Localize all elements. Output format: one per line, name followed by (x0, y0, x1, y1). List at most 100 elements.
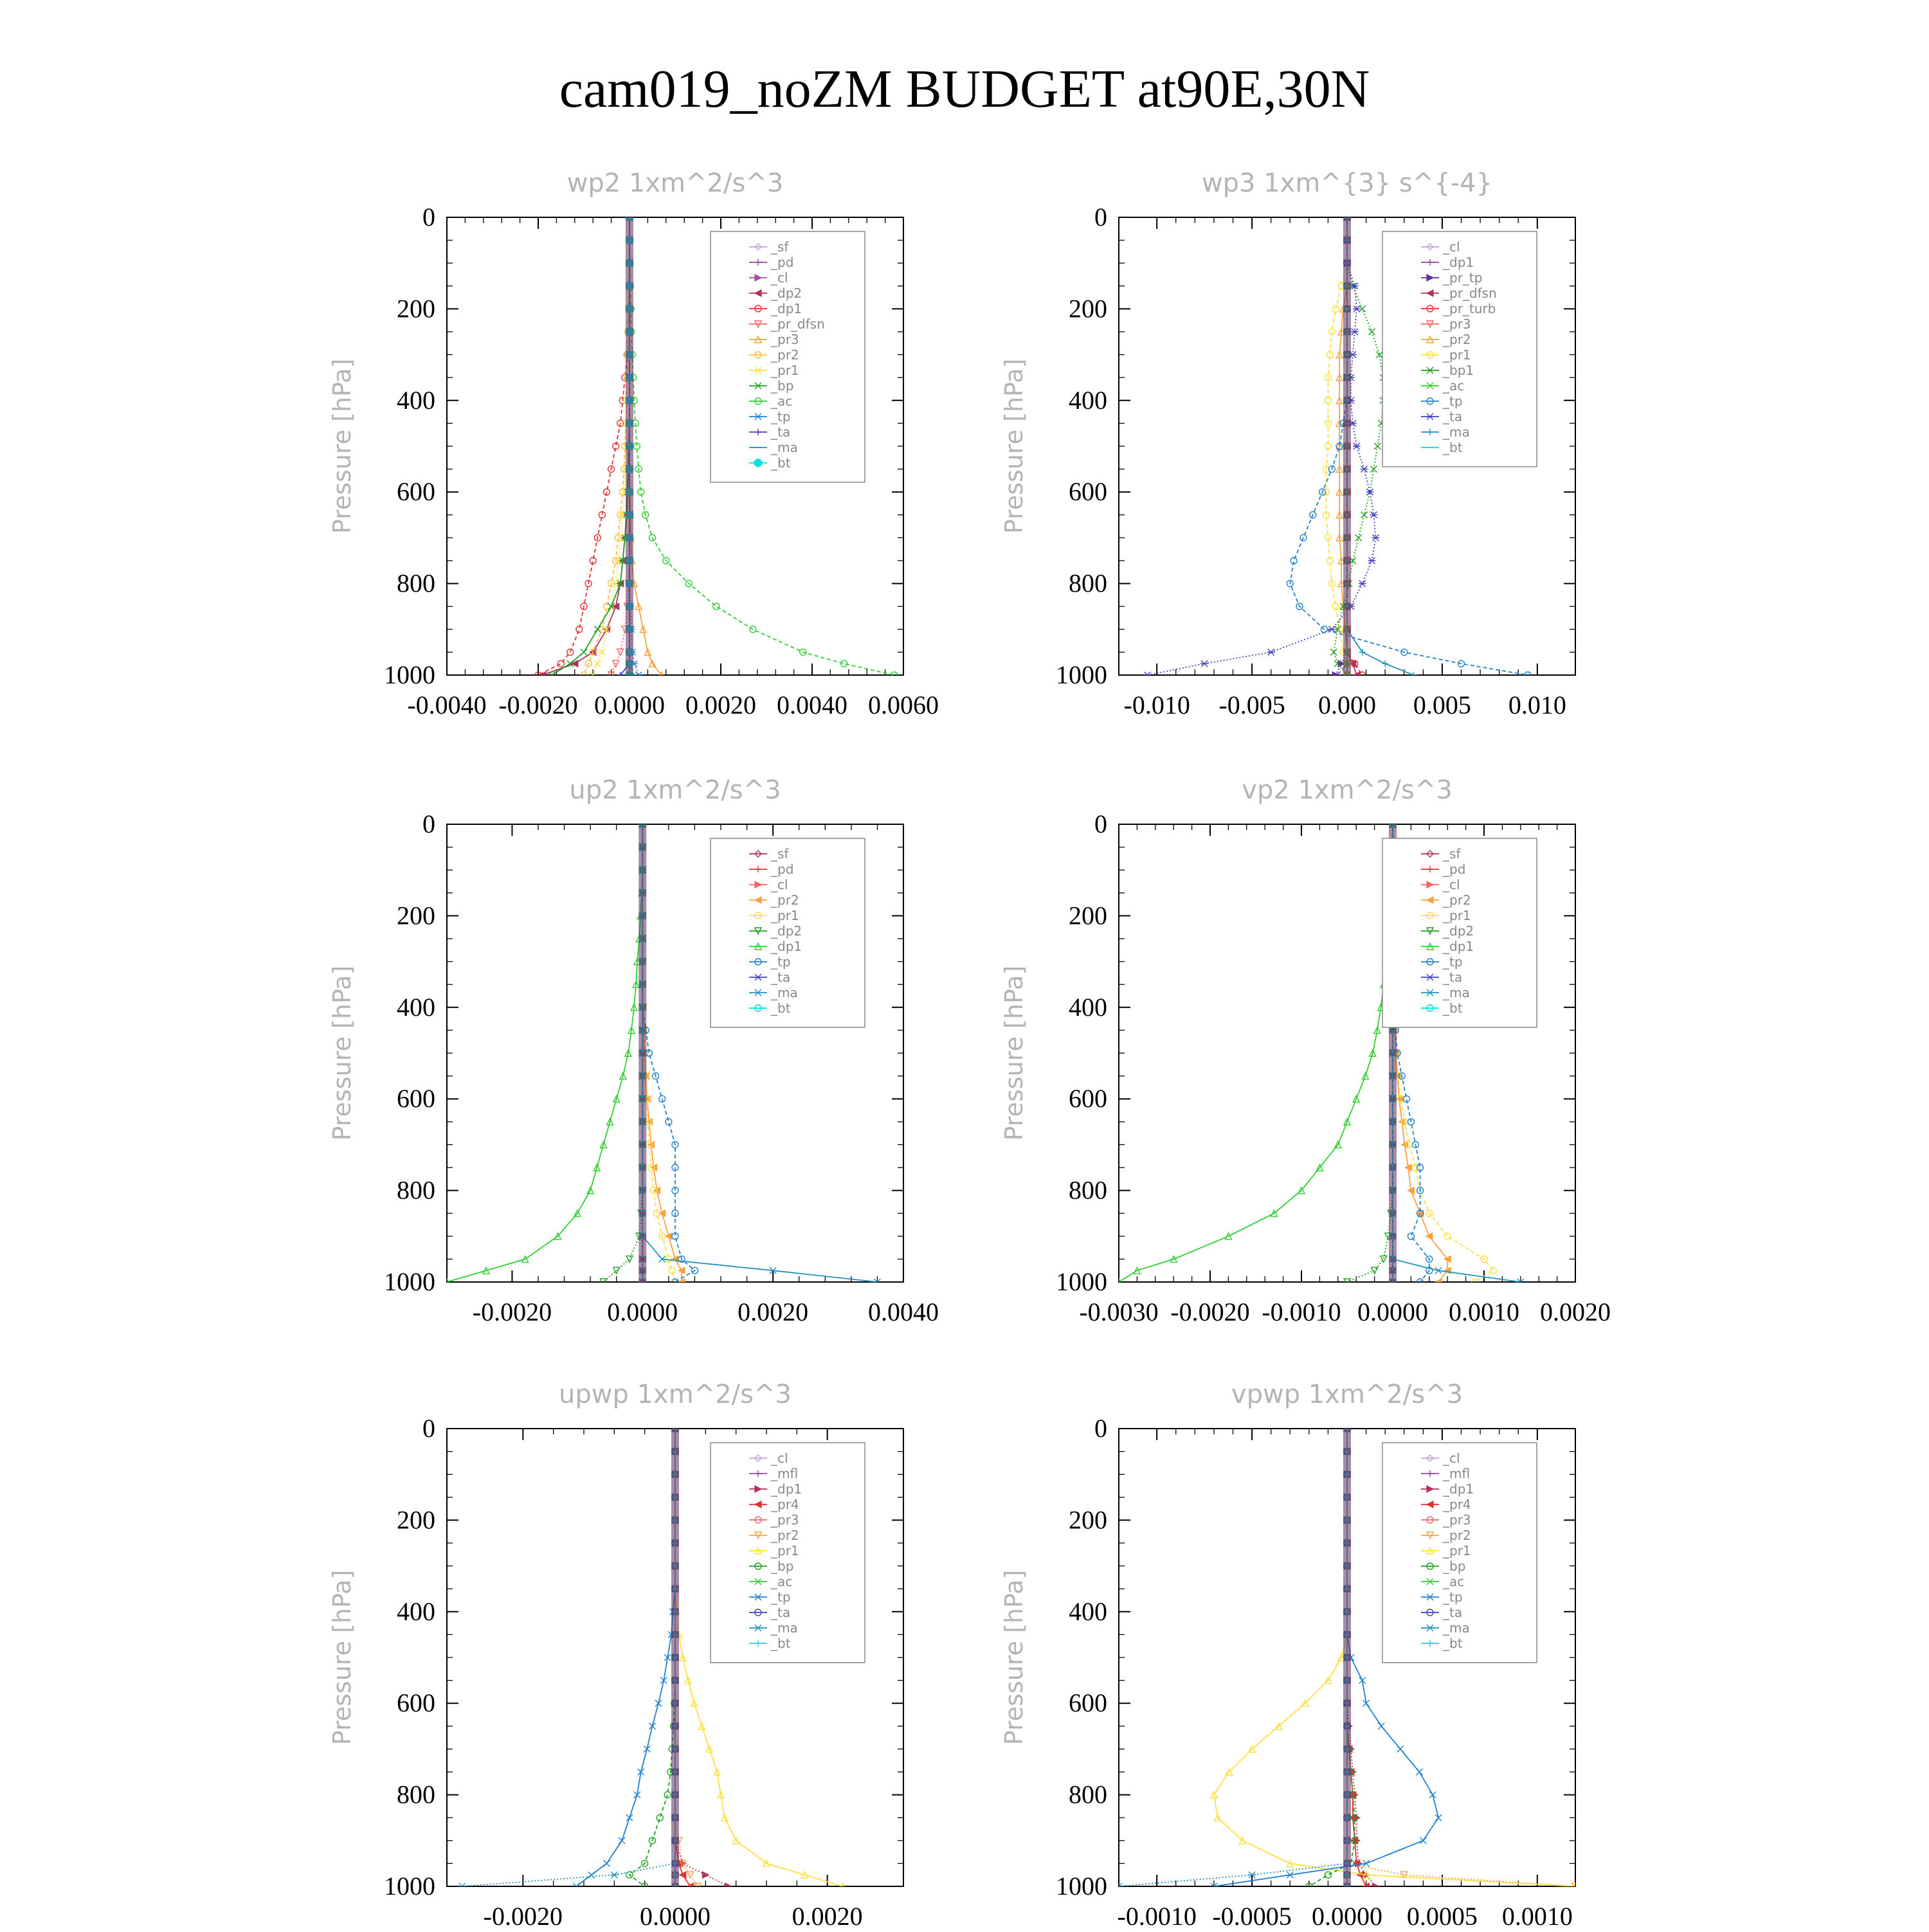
legend-marker (754, 1624, 762, 1632)
data-point (1352, 305, 1361, 312)
legend-marker (1426, 1485, 1435, 1493)
data-point (599, 1140, 608, 1149)
legend-label: _dp1 (1442, 939, 1474, 954)
data-point (593, 626, 601, 633)
data-point (639, 625, 648, 633)
x-tick-label: 0.000 (1318, 691, 1376, 719)
data-point (602, 602, 611, 610)
data-point (612, 1094, 620, 1103)
data-point (649, 1186, 658, 1195)
y-tick-label: 600 (397, 1688, 435, 1717)
data-point (1326, 350, 1334, 359)
legend-marker (1427, 1640, 1433, 1647)
legend-label: _bt (1442, 1636, 1463, 1651)
legend-marker (754, 413, 762, 420)
series-line-tp (642, 824, 696, 1282)
data-point (1350, 282, 1359, 290)
data-point (1348, 660, 1357, 668)
legend-marker (1426, 1593, 1434, 1601)
data-point (1328, 579, 1336, 588)
data-point (1517, 1278, 1525, 1282)
legend-label: _ac (770, 1574, 792, 1589)
data-point (1324, 1676, 1332, 1684)
legend-marker (754, 989, 762, 997)
y-tick-label: 800 (1069, 1176, 1107, 1205)
data-point (1328, 328, 1336, 336)
series-line-ta (1147, 217, 1377, 675)
y-tick-label: 400 (1069, 993, 1107, 1022)
x-tick-label: 0.0000 (594, 691, 665, 719)
data-point (690, 1699, 698, 1707)
legend-label: _ta (1442, 409, 1462, 424)
legend-marker (1426, 912, 1434, 919)
data-point (694, 1882, 702, 1886)
legend-label: _pr4 (1442, 1497, 1471, 1512)
panel-title: wp3 1xm^{3} s^{-4} (1202, 168, 1492, 198)
panel-5: upwp 1xm^2/s^3 Pressure [hPa] 0 200 400 600 80… (328, 1380, 904, 1931)
data-point (1426, 1209, 1433, 1217)
data-point (1336, 510, 1344, 519)
data-point (702, 1871, 710, 1879)
data-point (1416, 1164, 1424, 1171)
legend-marker (1426, 958, 1434, 966)
legend-label: _pr2 (770, 892, 799, 908)
series-line-pr2 (583, 217, 630, 675)
legend-label: _dp2 (1442, 923, 1474, 939)
data-point (1322, 465, 1330, 473)
data-point (1225, 1767, 1233, 1776)
data-point (1324, 1871, 1332, 1879)
data-point (1382, 660, 1389, 667)
data-point (575, 626, 583, 633)
legend-label: _pr_dfsn (1442, 285, 1497, 301)
legend-label: _pr_dfsn (770, 316, 825, 332)
data-point (635, 671, 643, 675)
legend-marker (755, 1470, 761, 1477)
data-point (566, 660, 574, 667)
y-axis-label: Pressure [hPa] (1000, 1570, 1028, 1746)
data-point (1247, 1744, 1256, 1753)
panel-title: upwp 1xm^2/s^3 (559, 1380, 792, 1409)
data-point (1368, 557, 1376, 564)
y-tick-label: 0 (1094, 809, 1107, 838)
data-point (617, 419, 624, 428)
data-point (580, 648, 588, 656)
y-tick-label: 200 (1069, 294, 1107, 323)
legend-label: _dp1 (1442, 255, 1474, 270)
data-point (1213, 1813, 1222, 1821)
legend-marker (754, 1454, 762, 1462)
data-point (1435, 1267, 1442, 1274)
data-point (653, 1209, 661, 1217)
legend-label: _ac (770, 393, 792, 409)
legend-marker (1426, 243, 1434, 251)
data-point (1297, 1186, 1306, 1195)
data-point (1434, 1278, 1442, 1282)
legend-label: _bt (1442, 440, 1463, 455)
x-tick-label: -0.0005 (1212, 1902, 1291, 1929)
data-point (1336, 350, 1344, 359)
data-point (662, 557, 670, 564)
legend-marker (754, 366, 762, 374)
data-point (1324, 419, 1332, 428)
series-line-ma (1119, 1429, 1348, 1886)
legend-label: _dp1 (1442, 1481, 1474, 1497)
series-line-dp1 (447, 824, 644, 1282)
legend-marker (754, 305, 762, 312)
y-tick-label: 0 (422, 809, 435, 838)
y-axis-label: Pressure [hPa] (328, 359, 356, 534)
x-tick-label: -0.0010 (1118, 1902, 1197, 1929)
panel-4: vp2 1xm^2/s^3 Pressure [hPa] 0 200 400 600 800… (1000, 775, 1611, 1326)
data-point (1411, 1164, 1420, 1171)
legend-marker (754, 881, 763, 889)
legend-label: _ma (1442, 1620, 1470, 1636)
data-point (1170, 1254, 1178, 1263)
data-point (482, 1266, 490, 1274)
data-point (648, 659, 657, 667)
y-tick-label: 1000 (384, 660, 435, 689)
legend-marker (754, 274, 763, 282)
x-tick-label: 0.0010 (1502, 1902, 1573, 1929)
legend-marker (754, 1516, 762, 1524)
legend-marker (1426, 351, 1434, 359)
zero-profile-band (626, 217, 633, 675)
x-tick-label: -0.010 (1124, 691, 1190, 719)
data-point (664, 1654, 671, 1661)
